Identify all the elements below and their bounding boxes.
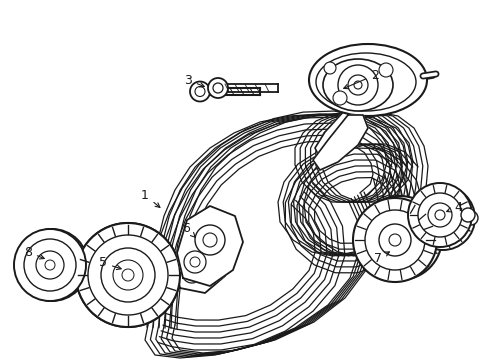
Circle shape bbox=[328, 82, 340, 94]
Circle shape bbox=[388, 234, 400, 246]
Text: 5: 5 bbox=[99, 256, 121, 270]
Text: 6: 6 bbox=[182, 221, 195, 237]
Circle shape bbox=[437, 213, 447, 223]
Circle shape bbox=[27, 240, 77, 290]
Circle shape bbox=[190, 257, 200, 267]
Circle shape bbox=[195, 86, 204, 96]
Text: 8: 8 bbox=[24, 246, 44, 259]
Circle shape bbox=[386, 62, 402, 78]
Polygon shape bbox=[314, 110, 364, 158]
Circle shape bbox=[183, 251, 205, 273]
Circle shape bbox=[122, 269, 134, 281]
Polygon shape bbox=[177, 206, 243, 286]
Circle shape bbox=[199, 242, 210, 254]
Circle shape bbox=[207, 78, 227, 98]
Circle shape bbox=[191, 234, 219, 262]
Circle shape bbox=[417, 193, 461, 237]
Polygon shape bbox=[312, 115, 367, 170]
Circle shape bbox=[195, 225, 224, 255]
Polygon shape bbox=[175, 220, 235, 293]
Ellipse shape bbox=[327, 51, 422, 109]
Circle shape bbox=[392, 231, 406, 245]
Circle shape bbox=[341, 67, 377, 103]
Ellipse shape bbox=[315, 53, 415, 111]
Circle shape bbox=[113, 260, 142, 290]
Circle shape bbox=[347, 75, 367, 95]
Ellipse shape bbox=[329, 59, 409, 105]
Circle shape bbox=[76, 223, 180, 327]
Text: 2: 2 bbox=[343, 68, 378, 89]
Circle shape bbox=[24, 239, 76, 291]
Circle shape bbox=[420, 196, 464, 240]
Circle shape bbox=[16, 229, 88, 301]
Ellipse shape bbox=[323, 59, 392, 111]
Circle shape bbox=[182, 263, 202, 283]
Circle shape bbox=[336, 92, 352, 108]
Circle shape bbox=[364, 210, 424, 270]
Circle shape bbox=[430, 206, 454, 230]
Circle shape bbox=[213, 83, 223, 93]
Circle shape bbox=[378, 63, 392, 77]
Circle shape bbox=[378, 224, 410, 256]
Circle shape bbox=[382, 221, 416, 255]
Circle shape bbox=[122, 269, 134, 281]
Circle shape bbox=[463, 211, 477, 225]
Text: 7: 7 bbox=[373, 252, 388, 265]
Circle shape bbox=[369, 208, 429, 268]
Circle shape bbox=[101, 248, 155, 302]
Text: 1: 1 bbox=[141, 189, 160, 207]
Circle shape bbox=[203, 233, 217, 247]
Circle shape bbox=[186, 268, 197, 278]
Circle shape bbox=[38, 251, 66, 279]
Circle shape bbox=[113, 260, 142, 290]
Circle shape bbox=[332, 91, 346, 105]
Circle shape bbox=[45, 260, 55, 270]
Circle shape bbox=[76, 223, 180, 327]
Circle shape bbox=[353, 81, 361, 89]
Circle shape bbox=[427, 203, 451, 227]
Circle shape bbox=[352, 198, 436, 282]
Ellipse shape bbox=[331, 63, 387, 108]
Circle shape bbox=[190, 81, 209, 102]
Circle shape bbox=[460, 208, 474, 222]
Text: 3: 3 bbox=[183, 73, 204, 87]
Circle shape bbox=[14, 229, 86, 301]
Circle shape bbox=[337, 65, 377, 105]
Circle shape bbox=[324, 62, 335, 74]
Circle shape bbox=[88, 235, 168, 315]
Circle shape bbox=[434, 210, 444, 220]
Ellipse shape bbox=[308, 44, 426, 116]
Circle shape bbox=[88, 235, 168, 315]
Circle shape bbox=[351, 77, 367, 93]
Text: 4: 4 bbox=[446, 201, 461, 213]
Circle shape bbox=[101, 248, 155, 302]
Circle shape bbox=[337, 55, 351, 69]
Circle shape bbox=[36, 251, 64, 279]
Circle shape bbox=[357, 196, 441, 280]
Circle shape bbox=[407, 183, 471, 247]
Circle shape bbox=[410, 186, 474, 250]
